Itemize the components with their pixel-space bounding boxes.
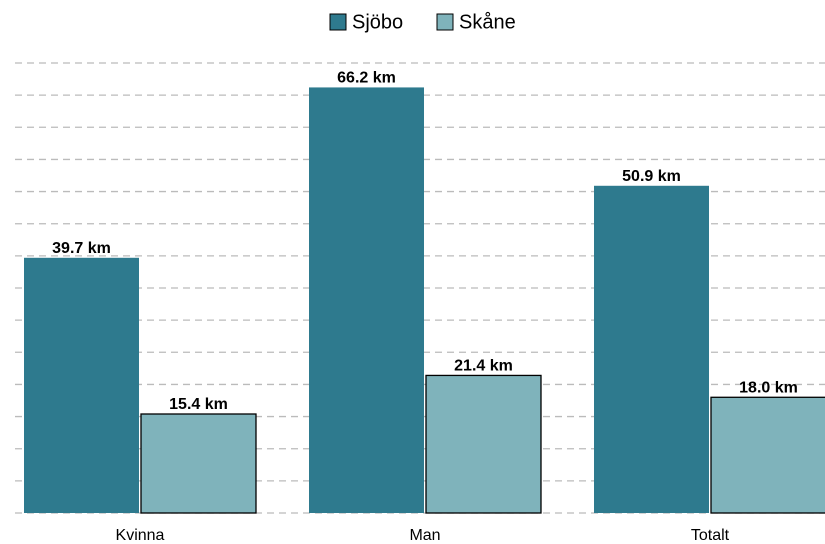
value-label: 66.2 km bbox=[337, 70, 396, 87]
value-label: 50.9 km bbox=[622, 168, 681, 185]
x-tick-label: Totalt bbox=[691, 527, 730, 544]
bar bbox=[594, 185, 709, 514]
value-label: 21.4 km bbox=[454, 358, 513, 375]
value-label: 15.4 km bbox=[169, 396, 228, 413]
value-label: 18.0 km bbox=[739, 380, 798, 397]
x-tick-label: Man bbox=[409, 527, 440, 544]
bar bbox=[309, 87, 424, 513]
legend-swatch bbox=[436, 13, 454, 31]
x-tick-label: Kvinna bbox=[116, 527, 165, 544]
value-label: 39.7 km bbox=[52, 240, 111, 257]
bar bbox=[710, 396, 825, 514]
bar bbox=[140, 413, 257, 514]
legend-label: Skåne bbox=[459, 11, 516, 33]
legend-label: Sjöbo bbox=[352, 11, 403, 33]
bar bbox=[24, 257, 139, 513]
legend-swatch bbox=[329, 13, 347, 31]
bar bbox=[425, 374, 542, 514]
